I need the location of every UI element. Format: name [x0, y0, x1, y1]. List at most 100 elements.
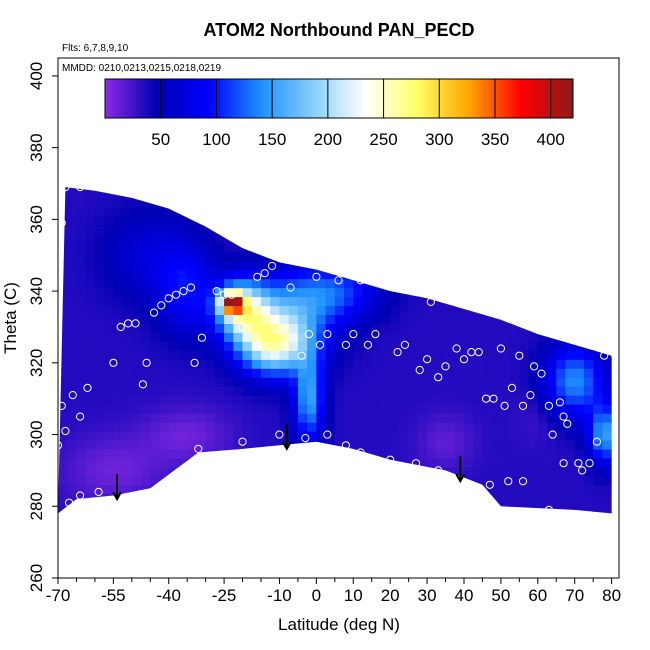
field-cell — [556, 305, 567, 315]
field-cell — [168, 341, 179, 351]
field-cell — [528, 233, 539, 244]
field-cell — [104, 475, 114, 486]
field-cell — [380, 439, 391, 450]
field-cell — [325, 287, 336, 298]
field-cell — [251, 323, 262, 333]
field-cell — [307, 511, 317, 514]
field-cell — [261, 224, 271, 235]
field-cell — [131, 475, 142, 486]
field-cell — [279, 251, 290, 262]
field-cell — [547, 215, 557, 226]
field-cell — [131, 493, 142, 504]
field-cell — [214, 260, 225, 271]
field-cell — [141, 242, 151, 253]
field-cell — [270, 377, 280, 387]
field-cell — [297, 197, 308, 208]
field-cell — [297, 359, 308, 369]
field-cell — [464, 278, 474, 289]
field-cell — [159, 368, 170, 378]
field-cell — [58, 341, 68, 351]
sample-point — [238, 322, 247, 332]
field-cell — [473, 171, 483, 181]
field-cell — [279, 368, 290, 378]
field-cell — [547, 206, 557, 217]
field-cell — [196, 502, 207, 513]
field-cell — [380, 502, 391, 513]
field-cell — [556, 251, 567, 262]
field-cell — [122, 215, 133, 226]
field-cell — [399, 350, 410, 360]
field-cell — [67, 386, 77, 396]
field-cell — [316, 242, 327, 253]
field-cell — [583, 466, 594, 477]
field-cell — [537, 314, 548, 324]
field-cell — [159, 287, 170, 298]
field-cell — [261, 350, 271, 360]
field-cell — [131, 484, 142, 495]
field-cell — [454, 502, 465, 513]
field-cell — [399, 323, 410, 333]
field-cell — [261, 466, 271, 477]
field-cell — [565, 323, 576, 333]
field-cell — [464, 260, 474, 271]
sample-point — [268, 261, 277, 271]
field-cell — [297, 233, 308, 244]
field-cell — [380, 287, 391, 298]
field-cell — [583, 296, 594, 307]
field-cell — [547, 359, 557, 369]
field-cell — [436, 341, 447, 351]
field-cell — [427, 457, 437, 468]
sample-point — [371, 330, 380, 339]
field-cell — [602, 314, 612, 324]
field-cell — [224, 187, 234, 190]
field-cell — [491, 251, 502, 262]
field-cell — [612, 404, 622, 414]
field-cell — [58, 323, 68, 333]
field-cell — [159, 215, 170, 226]
sample-point — [275, 430, 284, 439]
field-cell — [178, 439, 188, 450]
field-cell — [261, 439, 271, 450]
field-cell — [556, 187, 567, 190]
field-cell — [583, 269, 594, 280]
field-cell — [427, 377, 437, 387]
field-cell — [233, 448, 244, 459]
field-cell — [67, 314, 77, 324]
field-cell — [297, 215, 308, 226]
field-cell — [612, 279, 622, 289]
field-cell — [159, 475, 170, 486]
field-cell — [482, 413, 493, 423]
colorbar-tick-label: 400 — [537, 130, 565, 149]
field-cell — [159, 242, 170, 253]
field-cell — [390, 475, 400, 486]
field-cell — [612, 395, 622, 405]
field-cell — [353, 206, 364, 217]
field-cell — [556, 475, 567, 486]
field-cell — [104, 305, 114, 315]
field-cell — [500, 386, 511, 396]
field-cell — [214, 475, 225, 486]
field-cell — [537, 251, 548, 262]
field-cell — [187, 502, 197, 513]
field-cell — [76, 359, 87, 369]
field-cell — [537, 422, 548, 432]
field-cell — [307, 278, 317, 289]
field-cell — [58, 466, 68, 477]
field-cell — [113, 448, 124, 459]
field-cell — [279, 296, 290, 307]
field-cell — [565, 269, 576, 280]
field-cell — [326, 171, 336, 181]
sample-point — [507, 383, 517, 392]
field-cell — [233, 466, 244, 477]
field-cell — [279, 395, 290, 405]
field-cell — [500, 484, 511, 495]
field-cell — [187, 323, 197, 333]
field-cell — [528, 296, 539, 307]
field-cell — [150, 457, 161, 468]
field-cell — [344, 431, 354, 441]
field-cell — [602, 359, 612, 369]
field-cell — [380, 377, 391, 387]
field-cell — [131, 511, 142, 514]
field-cell — [473, 413, 483, 423]
field-cell — [279, 502, 290, 513]
